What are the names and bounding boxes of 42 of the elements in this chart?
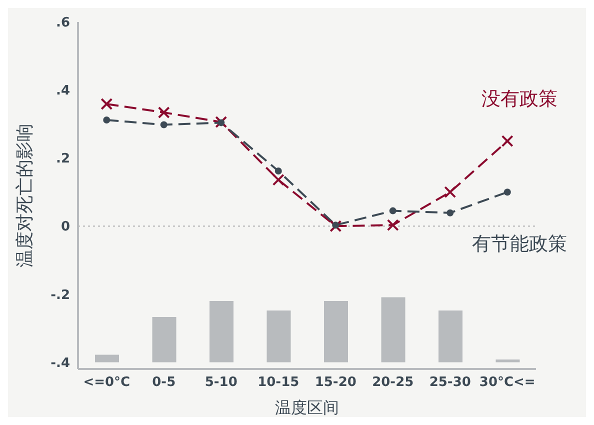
point [501, 135, 514, 148]
x-tick-label: 25-30 [429, 375, 471, 390]
y-tick-label: 0 [60, 220, 70, 235]
bar [324, 300, 348, 362]
point [330, 220, 342, 232]
point [444, 186, 456, 198]
bar [496, 359, 520, 362]
bar [438, 310, 462, 362]
bar [152, 316, 176, 362]
x-tick-label: 5-10 [204, 375, 238, 390]
point [274, 168, 282, 175]
y-axis-title: 温度对死亡的影响 [14, 124, 36, 268]
bar [210, 300, 234, 362]
point [332, 222, 340, 229]
point [158, 106, 170, 118]
point [160, 121, 168, 128]
x-tick-label: <=0°C [83, 375, 130, 390]
series-label: 没有政策 [481, 88, 558, 110]
y-tick-label: .4 [56, 84, 70, 99]
x-tick-label: 20-25 [372, 375, 414, 390]
series-label: 有节能政策 [472, 233, 567, 256]
x-axis-title: 温度区间 [275, 398, 339, 417]
point [389, 207, 396, 214]
point [446, 209, 454, 216]
point [215, 116, 228, 128]
point [100, 98, 113, 110]
y-tick-label: .2 [56, 152, 70, 167]
point [103, 116, 110, 124]
x-tick-label: 15-20 [314, 375, 356, 390]
y-tick-label: -.2 [50, 288, 70, 303]
bar [381, 297, 406, 362]
bar [266, 310, 291, 362]
bar [95, 354, 119, 362]
y-tick-label: .6 [56, 16, 70, 31]
x-tick-label: 10-15 [258, 375, 300, 390]
point [272, 174, 284, 186]
point [504, 188, 511, 196]
point [386, 219, 399, 232]
point [218, 119, 225, 126]
y-tick-label: -.4 [50, 356, 70, 371]
x-tick-label: 30°C<= [479, 375, 536, 390]
x-tick-label: 0-5 [152, 375, 176, 390]
